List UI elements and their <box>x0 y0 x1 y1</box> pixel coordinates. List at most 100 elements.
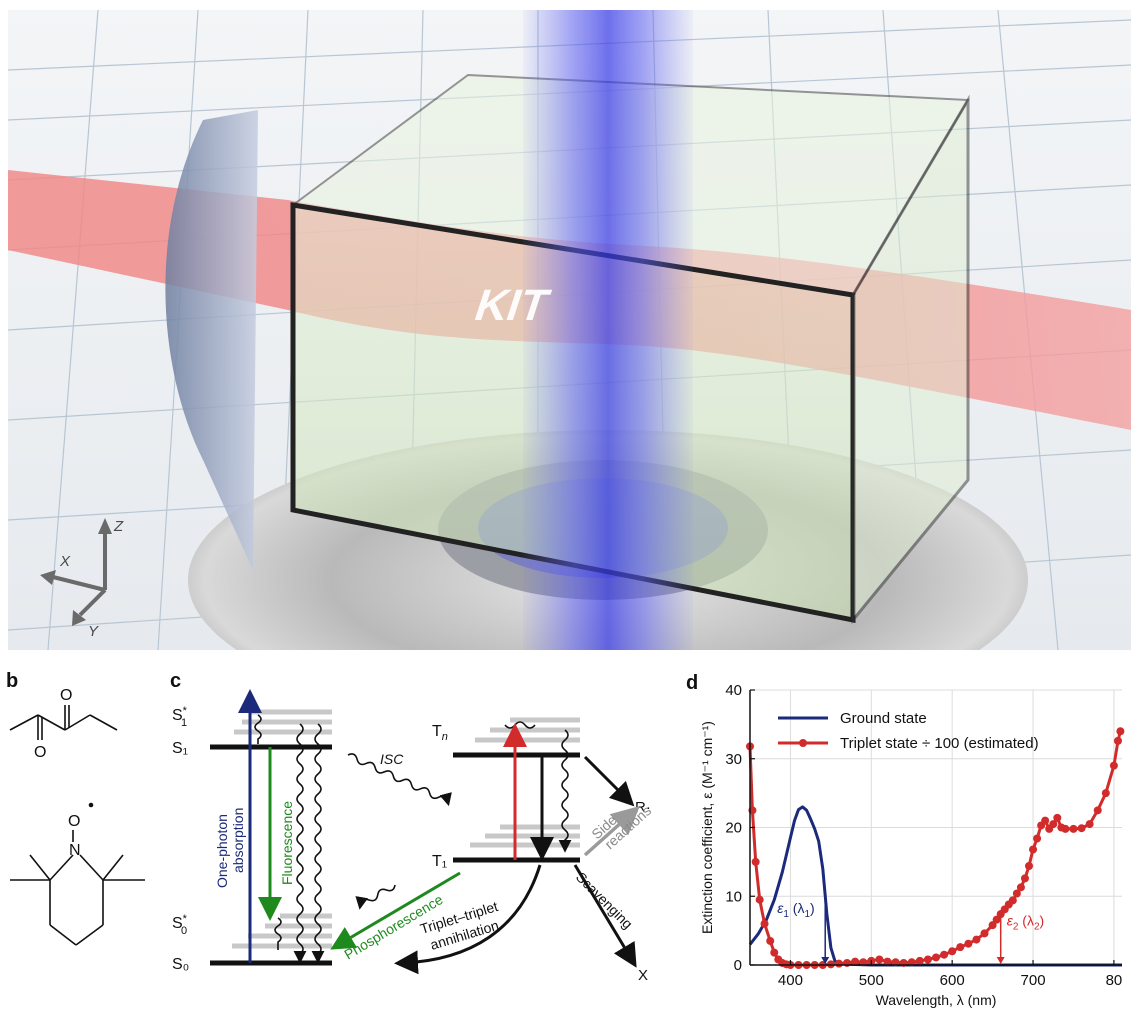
s1-star-label: S* 1 <box>172 705 188 729</box>
data-point <box>1020 874 1029 883</box>
axis-x-label: X <box>59 553 71 570</box>
data-point <box>940 950 949 959</box>
data-point <box>1077 824 1086 833</box>
scavenger-x-label: X <box>638 967 648 984</box>
panel-a-render: KIT Z X Y <box>8 10 1131 650</box>
x-tick-label: 400 <box>778 972 803 989</box>
data-point <box>992 915 1001 924</box>
scavenging-label: Scavenging <box>573 869 636 932</box>
data-point <box>956 943 965 952</box>
kit-logo: KIT <box>469 280 556 330</box>
data-point <box>932 953 940 962</box>
data-point <box>1113 736 1122 745</box>
data-point <box>1033 834 1042 843</box>
data-point <box>1041 816 1050 825</box>
y-tick-label: 10 <box>725 888 742 905</box>
data-point <box>980 929 989 938</box>
chart-series <box>746 727 1125 969</box>
panel-label-b: b <box>6 670 19 692</box>
data-point <box>883 957 892 966</box>
panel-b-structures: O O O N <box>9 687 145 946</box>
data-point <box>1061 824 1070 833</box>
side-reactions-arrow <box>583 806 640 857</box>
scavenging-arrow <box>573 864 637 968</box>
data-point <box>1101 789 1110 798</box>
absorption-label-1: One-photon <box>214 814 230 888</box>
x-tick-label: 600 <box>940 972 965 989</box>
data-point <box>964 939 973 948</box>
chart-annotations: ε1 (λ1) ε2 (λ2) <box>777 892 1045 964</box>
axis-triad <box>40 518 112 626</box>
panel-a-scene: KIT Z X Y <box>8 10 1131 650</box>
svg-text:O: O <box>34 744 46 761</box>
data-point <box>1025 862 1033 870</box>
data-point <box>1029 845 1038 854</box>
panel-label-c: c <box>170 670 182 692</box>
data-point <box>1116 727 1125 736</box>
data-point <box>972 935 981 944</box>
x-tick-label: 700 <box>1021 972 1046 989</box>
tn-to-radical-arrow <box>583 755 635 807</box>
data-point <box>988 921 997 930</box>
data-point <box>1069 824 1078 833</box>
chart-axes: 0 10 20 30 40 400 500 600 700 80 <box>725 682 1122 989</box>
legend-marker-1 <box>799 739 807 747</box>
chart-legend: Ground state Triplet state ÷ 100 (estimat… <box>778 710 1039 752</box>
data-point <box>834 959 843 968</box>
panel-c-jablonski: S* 1 S₁ S* 0 S₀ Tn T₁ One-photon absorptio… <box>172 689 654 984</box>
data-point <box>915 956 924 965</box>
data-point <box>1109 761 1118 770</box>
t1-label: T₁ <box>432 853 447 870</box>
tempo-structure <box>10 830 145 946</box>
y-tick-label: 0 <box>734 957 742 974</box>
data-point <box>1016 883 1025 892</box>
data-point <box>766 936 775 945</box>
data-point <box>1008 896 1017 905</box>
panel-d-chart: ε1 (λ1) ε2 (λ2) 0 10 20 30 40 400 500 600 700 80 G… <box>699 682 1125 1008</box>
svg-text:O: O <box>68 813 80 830</box>
svg-text:O: O <box>60 687 72 704</box>
data-point <box>751 857 760 866</box>
y-axis-label: Extinction coefficient, ε (M⁻¹ cm⁻¹) <box>699 721 715 934</box>
diacetyl-structure <box>9 705 118 740</box>
x-tick-label: 80 <box>1106 972 1123 989</box>
data-point <box>1053 813 1062 822</box>
x-tick-label: 500 <box>859 972 884 989</box>
absorption-label-2: absorption <box>230 808 246 873</box>
s0-star-label: S* 0 <box>172 913 188 937</box>
series-line-1 <box>748 730 1122 967</box>
data-point <box>755 895 764 904</box>
data-point <box>948 947 957 956</box>
data-point <box>1085 820 1094 829</box>
cylindrical-lens <box>165 110 258 570</box>
data-point <box>1049 820 1058 829</box>
data-point <box>760 919 769 928</box>
axis-y-label: Y <box>88 623 99 640</box>
y-tick-label: 30 <box>725 751 742 768</box>
data-point <box>923 955 932 964</box>
s1-label: S₁ <box>172 740 188 757</box>
blue-light-sheet <box>523 10 693 650</box>
isc-arrow <box>347 753 452 807</box>
y-tick-label: 20 <box>725 820 742 837</box>
legend-label-0: Ground state <box>840 710 927 727</box>
panel-label-d: d <box>686 672 699 694</box>
fluorescence-label: Fluorescence <box>279 801 295 885</box>
annotation-arrowhead-0 <box>821 957 830 964</box>
x-axis-label: Wavelength, λ (nm) <box>876 992 997 1008</box>
isc-label: ISC <box>380 751 404 767</box>
data-point <box>770 948 779 957</box>
data-point <box>1012 889 1021 898</box>
annotation-arrowhead-1 <box>996 957 1005 964</box>
axis-z-label: Z <box>113 518 124 535</box>
legend-label-1: Triplet state ÷ 100 (estimated) <box>840 735 1039 752</box>
tn-label: Tn <box>432 723 448 743</box>
y-tick-label: 40 <box>725 682 742 699</box>
tta-arrow <box>394 864 542 975</box>
data-point <box>1093 806 1102 815</box>
s0-label: S₀ <box>172 956 189 973</box>
phosphorescence-arrow <box>330 871 461 950</box>
data-point <box>851 957 860 966</box>
svg-text:N: N <box>69 842 81 859</box>
annotation-label-1: ε2 (λ2) <box>1007 912 1045 932</box>
